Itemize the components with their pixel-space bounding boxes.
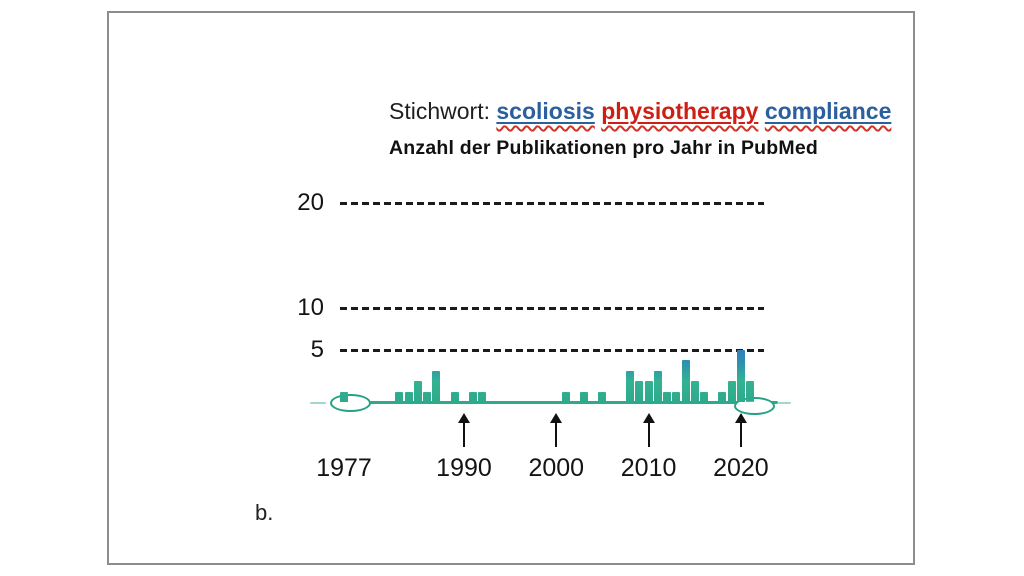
bar-2005 — [598, 391, 607, 402]
bar-2003 — [579, 391, 588, 402]
axis-arrow-head-2020 — [734, 413, 747, 423]
gridline-5 — [340, 349, 764, 352]
keyword-title-prefix: Stichwort: — [389, 98, 497, 124]
bar-1992 — [478, 391, 487, 402]
bar-2021 — [746, 381, 755, 402]
gridline-10 — [340, 307, 764, 310]
keyword-physiotherapy: physiotherapy — [601, 98, 758, 124]
gridline-20 — [340, 202, 764, 205]
axis-arrow-head-2000 — [550, 413, 563, 423]
bar-2016 — [699, 391, 708, 402]
axis-arrow-stem-2020 — [739, 421, 742, 447]
bar-2012 — [663, 391, 672, 402]
figure-border-frame: Stichwort: scoliosis physiotherapy compl… — [107, 11, 915, 565]
keyword-compliance: compliance — [765, 98, 892, 124]
bar-2009 — [635, 381, 644, 402]
x-tick-1977: 1977 — [316, 454, 372, 482]
y-tick-20: 20 — [297, 189, 324, 216]
bar-2018 — [718, 391, 727, 402]
y-tick-10: 10 — [297, 294, 324, 321]
bar-2013 — [672, 391, 681, 402]
x-axis-line — [370, 401, 778, 404]
keyword-text: scoliosis — [496, 98, 595, 124]
bar-2001 — [561, 391, 570, 402]
x-axis-line-faint-0 — [310, 402, 326, 404]
circled-region-start-1977 — [330, 394, 372, 412]
bar-2010 — [644, 381, 653, 402]
bar-1991 — [469, 391, 478, 402]
axis-arrow-head-2010 — [642, 413, 655, 423]
keyword-text: physiotherapy — [601, 98, 759, 124]
keyword-list: scoliosis physiotherapy compliance — [496, 98, 891, 124]
bar-1989 — [450, 391, 459, 402]
keyword-scoliosis: scoliosis — [496, 98, 594, 124]
bar-2020 — [736, 350, 745, 402]
bar-1977 — [340, 391, 348, 402]
x-tick-2020: 2020 — [713, 454, 769, 482]
axis-arrow-stem-2010 — [647, 421, 650, 447]
panel-label: b. — [255, 500, 274, 525]
x-tick-2000: 2000 — [528, 454, 585, 482]
bar-2015 — [690, 381, 699, 402]
bar-1983 — [395, 391, 404, 402]
axis-arrow-stem-1990 — [462, 421, 465, 447]
bar-2014 — [681, 360, 690, 402]
bar-2008 — [626, 370, 635, 402]
keyword-text: compliance — [764, 98, 892, 124]
bar-2019 — [727, 381, 736, 402]
chart-title: Anzahl der Publikationen pro Jahr in Pub… — [389, 137, 818, 159]
axis-arrow-head-1990 — [457, 413, 470, 423]
x-tick-2010: 2010 — [620, 454, 677, 482]
x-tick-1990: 1990 — [436, 454, 492, 482]
y-tick-5: 5 — [310, 336, 324, 363]
bar-1987 — [432, 370, 441, 402]
bar-1984 — [404, 391, 413, 402]
bar-1986 — [423, 391, 432, 402]
bar-1985 — [413, 381, 422, 402]
bar-2011 — [653, 370, 662, 402]
keyword-title: Stichwort: scoliosis physiotherapy compl… — [389, 97, 891, 125]
axis-arrow-stem-2000 — [555, 421, 558, 447]
x-axis-line-faint-1 — [778, 402, 791, 404]
